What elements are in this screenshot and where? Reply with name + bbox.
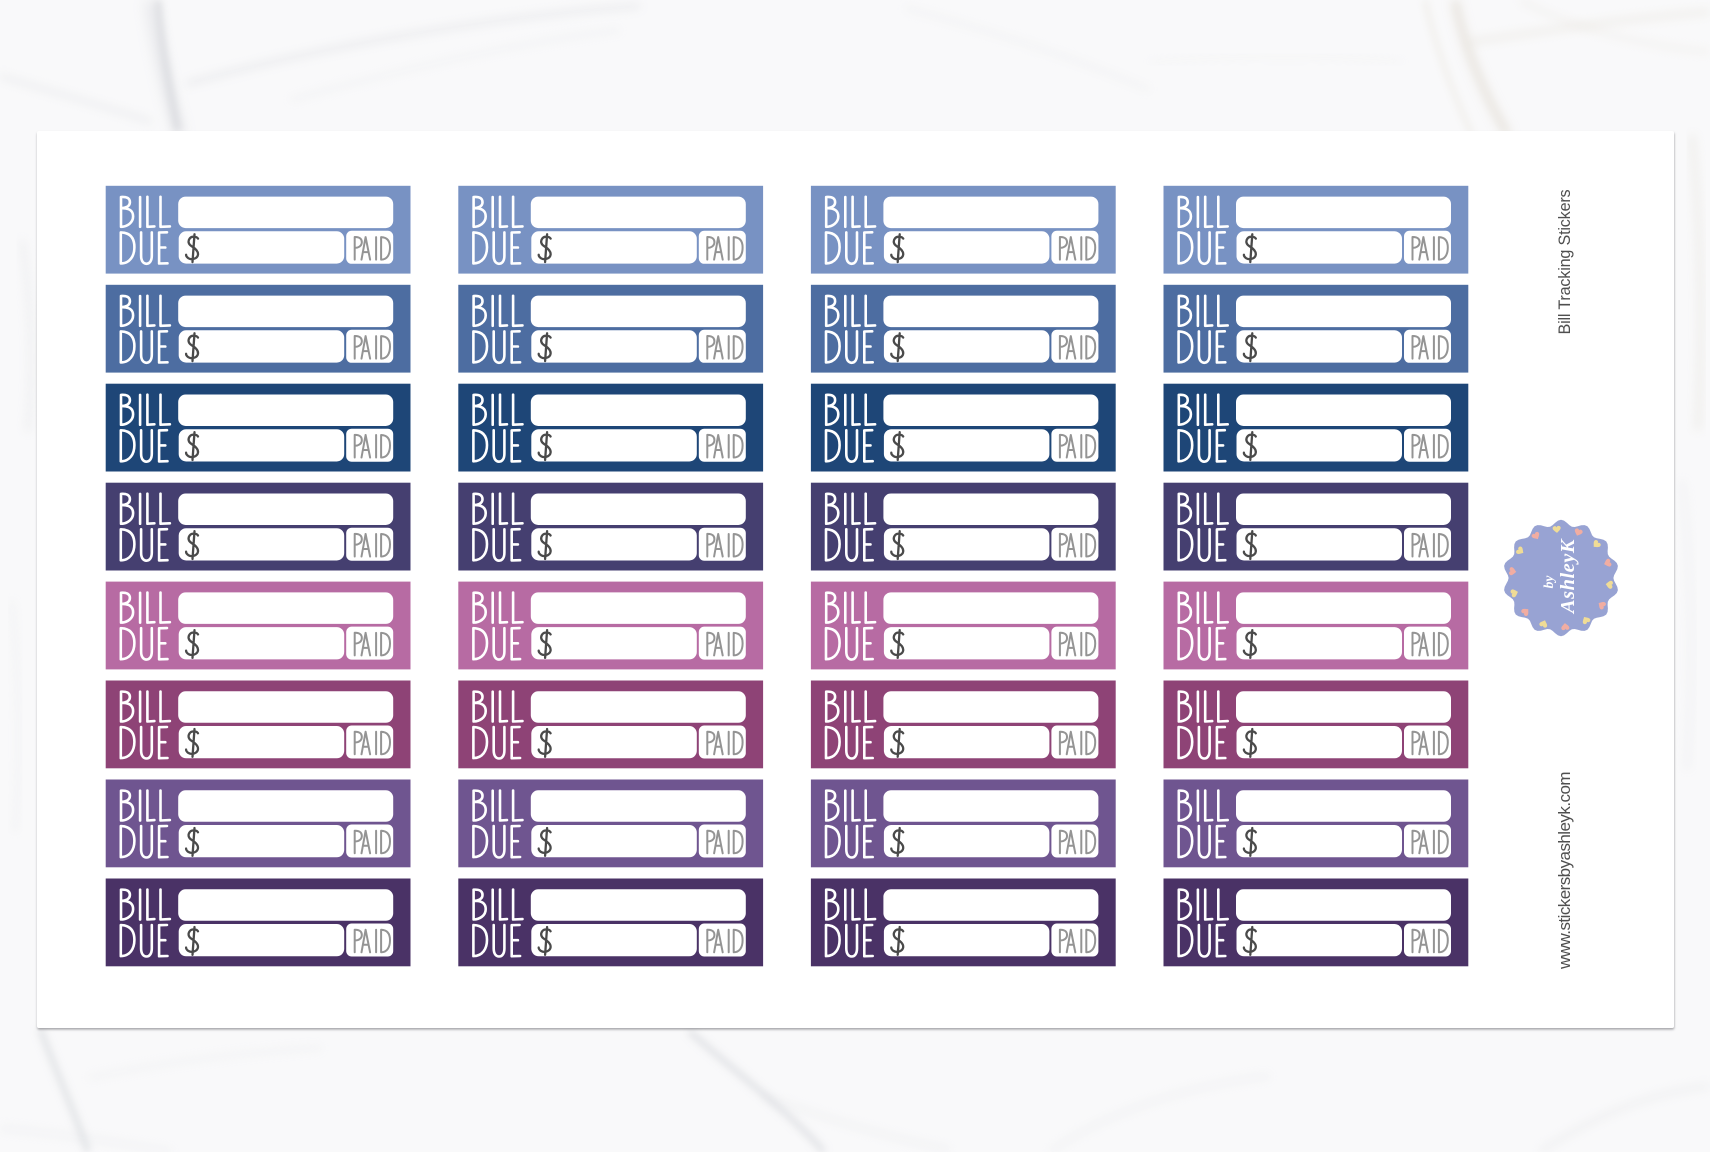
svg-text:Bill Tracking Stickers: Bill Tracking Stickers xyxy=(1556,189,1574,334)
svg-text:www.stickersbyashleyk.com: www.stickersbyashleyk.com xyxy=(1555,772,1574,970)
svg-text:AshleyK: AshleyK xyxy=(1557,538,1579,615)
svg-text:by: by xyxy=(1541,575,1556,589)
